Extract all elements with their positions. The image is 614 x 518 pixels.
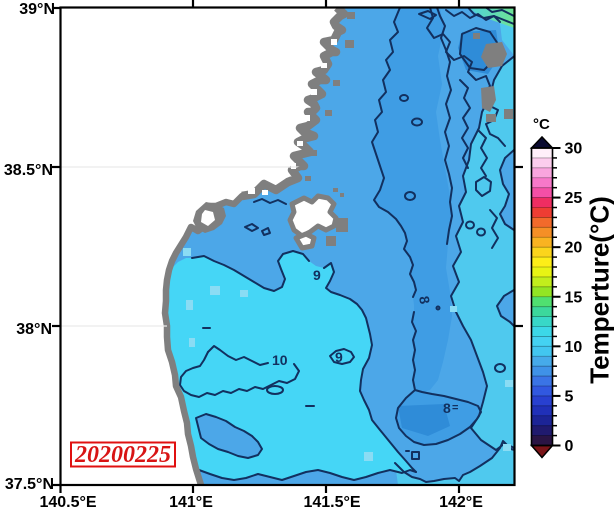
svg-text:141°E: 141°E [169, 494, 213, 511]
svg-text:38.5°N: 38.5°N [4, 162, 53, 179]
svg-text:5: 5 [565, 388, 574, 405]
svg-text:25: 25 [565, 190, 583, 207]
svg-text:9: 9 [335, 349, 343, 365]
svg-text:10: 10 [272, 352, 288, 368]
svg-text:Temperture(°C): Temperture(°C) [585, 196, 614, 384]
svg-text:20200225: 20200225 [74, 442, 171, 468]
svg-text:15: 15 [565, 289, 583, 306]
svg-text:39°N: 39°N [19, 1, 55, 18]
svg-text:37.5°N: 37.5°N [5, 476, 54, 493]
svg-text:10: 10 [565, 339, 583, 356]
svg-text:141.5°E: 141.5°E [303, 494, 360, 511]
svg-text:0: 0 [565, 438, 574, 455]
svg-text:20: 20 [565, 240, 583, 257]
svg-text:140.5°E: 140.5°E [39, 494, 96, 511]
svg-text:142°E: 142°E [439, 494, 483, 511]
svg-text:38°N: 38°N [16, 321, 52, 338]
svg-text:30: 30 [565, 141, 583, 158]
svg-text:=: = [452, 402, 458, 414]
svg-text:9: 9 [313, 267, 321, 283]
svg-text:8: 8 [443, 400, 451, 416]
svg-text:°C: °C [533, 116, 550, 133]
